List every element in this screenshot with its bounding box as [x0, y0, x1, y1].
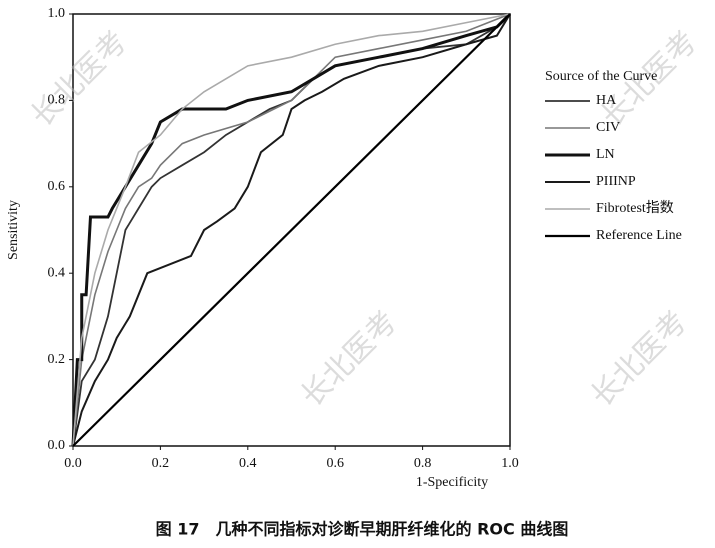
- legend-label: LN: [596, 147, 615, 162]
- legend-label: HA: [596, 93, 617, 108]
- legend-label: PIIINP: [596, 174, 636, 189]
- plot-frame: [72, 13, 511, 447]
- legend-label: Reference Line: [596, 228, 682, 243]
- watermark: 长北医考: [584, 304, 694, 414]
- roc-curve: [72, 13, 511, 447]
- y-tick-label: 0.0: [48, 438, 66, 453]
- y-tick-label: 0.2: [48, 352, 66, 367]
- y-tick-label: 0.8: [48, 93, 66, 108]
- x-tick-label: 0.6: [326, 456, 344, 471]
- legend-label: CIV: [596, 120, 620, 135]
- x-tick-label: 0.2: [152, 456, 170, 471]
- y-axis-label: Sensitivity: [6, 200, 21, 260]
- legend-title: Source of the Curve: [545, 69, 657, 84]
- y-tick-label: 1.0: [48, 6, 66, 21]
- roc-curve: [71, 12, 512, 447]
- x-tick-label: 0.8: [414, 456, 432, 471]
- x-axis-label: 1-Specificity: [416, 475, 488, 490]
- x-tick-label: 0.4: [239, 456, 257, 471]
- roc-curve: [72, 13, 511, 447]
- x-tick-label: 1.0: [501, 456, 519, 471]
- y-tick-label: 0.6: [48, 179, 66, 194]
- caption: 图 17 几种不同指标对诊断早期肝纤维化的 ROC 曲线图: [156, 520, 569, 539]
- legend-label: Fibrotest指数: [596, 200, 674, 216]
- roc-curve: [72, 13, 511, 447]
- watermark: 长北医考: [24, 24, 134, 134]
- watermark: 长北医考: [294, 304, 404, 414]
- roc-curve: [72, 13, 511, 447]
- x-tick-label: 0.0: [64, 456, 82, 471]
- y-tick-label: 0.4: [48, 265, 66, 280]
